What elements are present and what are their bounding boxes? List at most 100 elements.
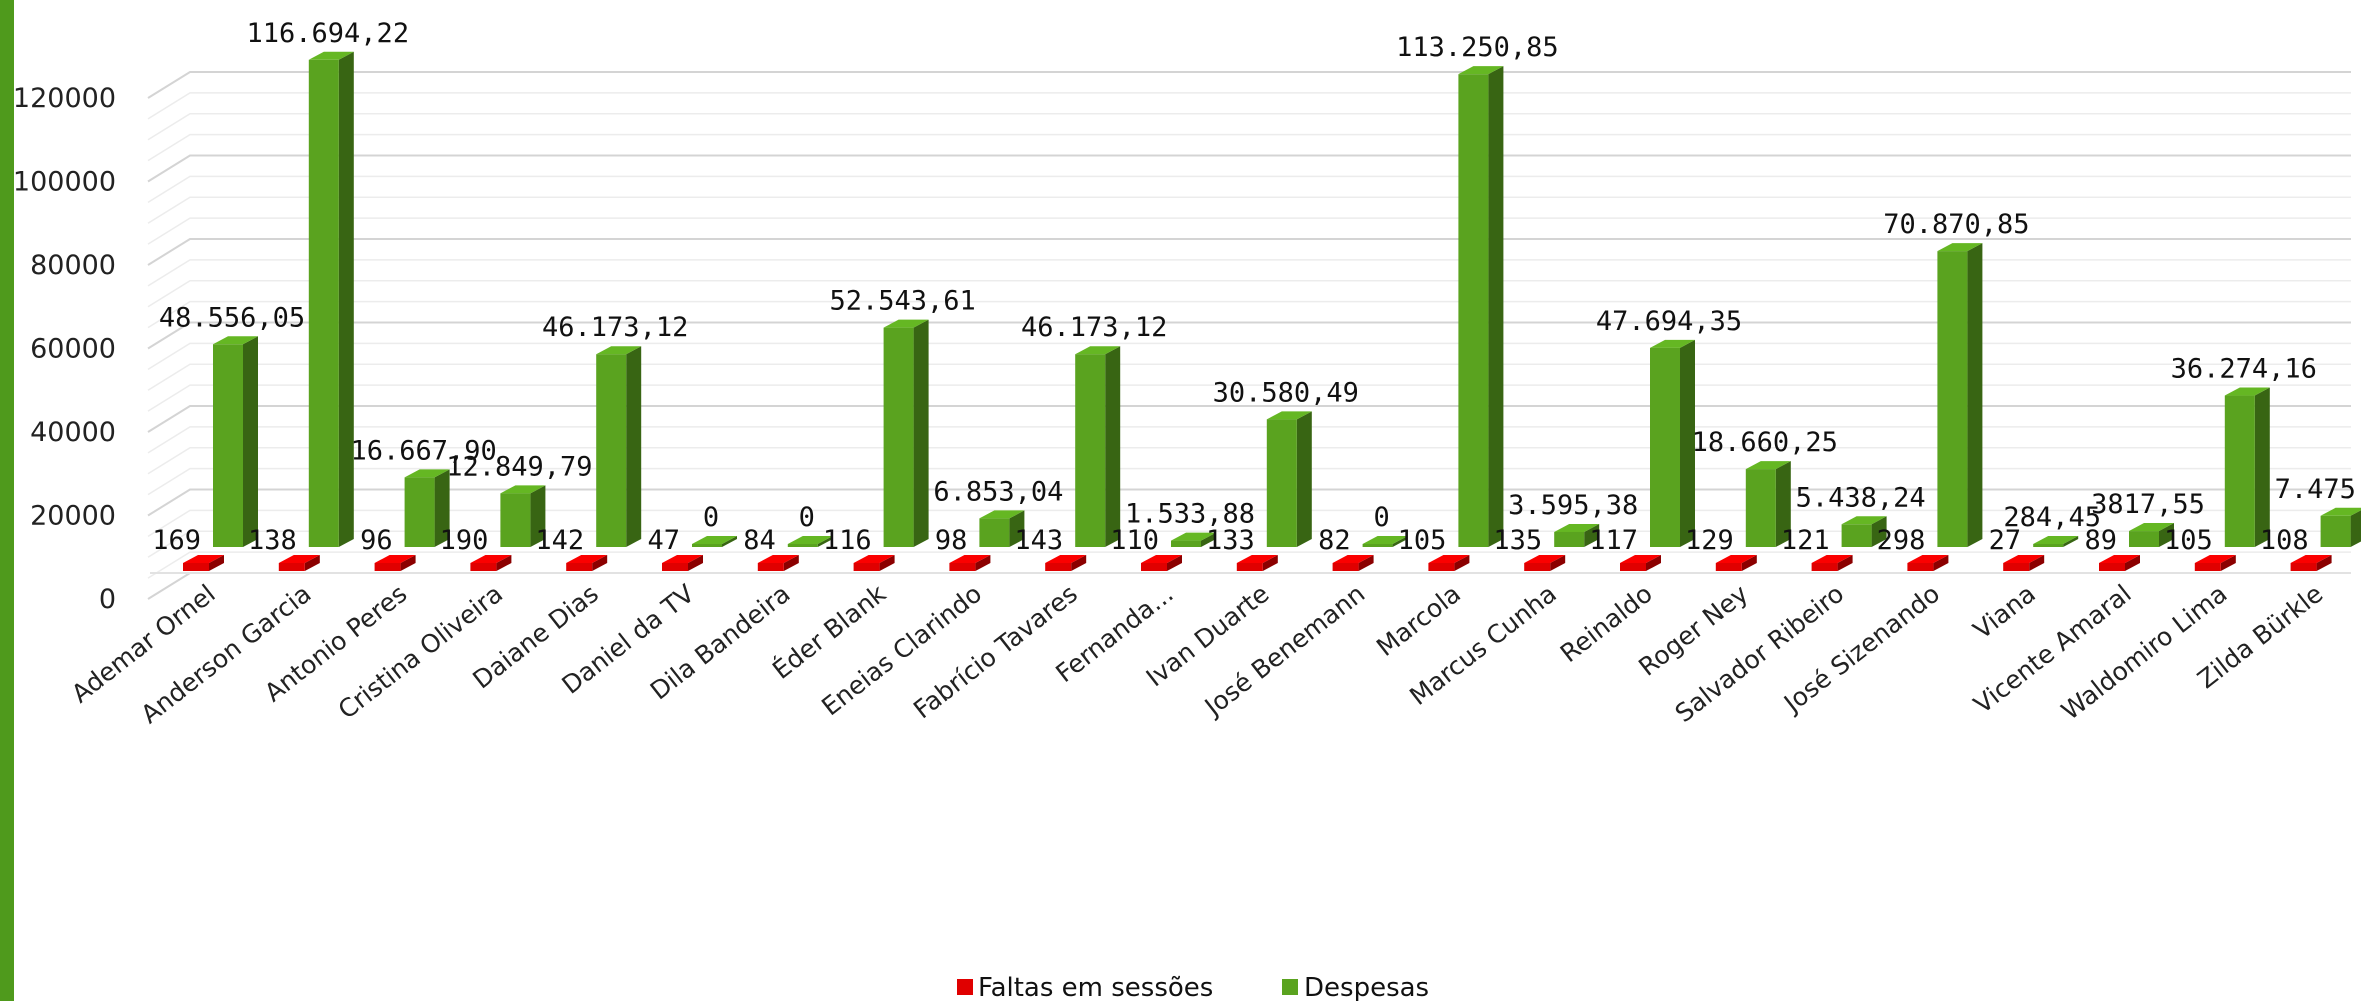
data-label-despesas: 12.849,79 <box>446 451 592 482</box>
bar-faltas <box>566 555 608 571</box>
bar-faltas <box>1045 555 1087 571</box>
bar-faltas <box>2003 555 2045 571</box>
bar-despesas <box>1937 243 1983 547</box>
gridline <box>147 551 2351 579</box>
data-label-despesas: 113.250,85 <box>1396 32 1559 63</box>
y-tick-label: 20000 <box>30 501 116 532</box>
gridline <box>147 133 2351 162</box>
gridlines <box>147 71 2351 600</box>
gridline <box>147 300 2351 329</box>
data-label-faltas: 169 <box>152 525 201 556</box>
x-tick-label: Anderson Garcia <box>135 579 316 729</box>
x-tick-label: Fabrício Tavares <box>908 579 1083 724</box>
bar-faltas <box>1524 555 1566 571</box>
gridline <box>147 154 2351 183</box>
data-label-faltas: 298 <box>1877 525 1926 556</box>
data-label-faltas: 116 <box>823 525 872 556</box>
y-tick-label: 100000 <box>13 167 116 198</box>
data-label-despesas: 46.173,12 <box>1021 312 1167 343</box>
x-tick-label: Waldomiro Lima <box>2056 579 2233 726</box>
gridline <box>147 113 2351 141</box>
bar-despesas <box>1650 339 1695 547</box>
bar-faltas <box>1811 555 1853 571</box>
bar-faltas <box>1907 555 1949 571</box>
data-label-despesas: 30.580,49 <box>1213 377 1359 408</box>
data-label-faltas: 142 <box>535 525 584 556</box>
data-label-despesas: 3.595,38 <box>1508 490 1638 521</box>
bar-despesas <box>404 469 450 547</box>
gridline <box>147 71 2351 99</box>
bar-despesas <box>1362 536 1408 547</box>
bar-faltas <box>1141 555 1182 571</box>
bar-faltas <box>374 555 416 571</box>
gridline <box>147 259 2351 287</box>
data-label-faltas: 110 <box>1110 525 1159 556</box>
gridline <box>147 363 2351 391</box>
bar-faltas <box>1332 555 1374 571</box>
legend-label-despesas: Despesas <box>1304 973 1429 1001</box>
bar-despesas <box>2320 507 2361 547</box>
data-label-despesas: 16.667,90 <box>350 435 496 466</box>
bar-despesas <box>213 336 258 547</box>
gridline <box>147 405 2351 433</box>
bar-despesas <box>1841 516 1887 547</box>
y-tick-label: 60000 <box>30 334 116 365</box>
data-label-despesas: 5.438,24 <box>1796 482 1926 513</box>
bar-faltas <box>949 555 991 571</box>
bar-despesas <box>2033 536 2079 547</box>
data-label-despesas: 6.853,04 <box>933 476 1063 507</box>
gridline <box>147 196 2351 224</box>
y-axis: 0 20000 40000 60000 80000 100000 120000 <box>13 83 116 615</box>
legend-swatch-faltas <box>957 979 973 995</box>
data-label-faltas: 47 <box>647 525 680 556</box>
data-label-faltas: 143 <box>1014 525 1063 556</box>
data-label-faltas: 121 <box>1781 525 1830 556</box>
x-tick-label: Marcola <box>1371 579 1466 662</box>
bar-despesas <box>692 536 737 547</box>
legend-label-faltas: Faltas em sessões <box>978 973 1213 1001</box>
gridline <box>147 238 2351 266</box>
bar-faltas <box>1715 555 1757 571</box>
data-label-faltas: 190 <box>440 525 489 556</box>
gridline <box>147 321 2351 350</box>
bar-faltas <box>1236 555 1278 571</box>
data-label-faltas: 133 <box>1206 525 1255 556</box>
y-tick-label: 0 <box>99 584 116 615</box>
x-tick-label: Viana <box>1968 579 2041 645</box>
bar-despesas <box>596 346 642 547</box>
data-label-despesas: 116.694,22 <box>247 18 410 49</box>
bar-faltas <box>662 555 703 571</box>
bar-despesas <box>1554 523 1600 547</box>
data-label-despesas: 0 <box>703 502 719 533</box>
data-label-despesas: 3817,55 <box>2091 489 2205 520</box>
data-label-despesas: 7.475,75 <box>2275 474 2361 505</box>
bar-faltas <box>1620 555 1661 571</box>
gridline <box>147 509 2351 538</box>
gridline <box>147 92 2351 120</box>
data-label-despesas: 36.274,16 <box>2171 354 2317 385</box>
gridline <box>147 426 2351 454</box>
gridline <box>147 467 2351 496</box>
data-label-despesas: 18.660,25 <box>1692 427 1838 458</box>
x-tick-label: Eneias Clarindo <box>816 579 987 721</box>
bar-faltas <box>470 555 512 571</box>
x-tick-label: Vicente Amaral <box>1968 579 2136 719</box>
data-label-faltas: 129 <box>1685 525 1734 556</box>
bar-despesas <box>1171 532 1216 547</box>
bar-despesas <box>979 510 1025 547</box>
data-label-despesas: 70.870,85 <box>1883 209 2029 240</box>
y-tick-label: 40000 <box>30 417 116 448</box>
bar-despesas <box>308 51 354 547</box>
x-tick-label: José Sizenando <box>1777 579 1945 719</box>
bar-despesas <box>2129 523 2174 547</box>
data-label-faltas: 96 <box>360 525 393 556</box>
bar-faltas <box>2290 555 2332 571</box>
data-label-faltas: 89 <box>2084 525 2117 556</box>
gridline <box>147 175 2351 204</box>
data-label-faltas: 108 <box>2260 525 2309 556</box>
data-label-faltas: 117 <box>1589 525 1638 556</box>
data-label-despesas: 46.173,12 <box>542 312 688 343</box>
bar-despesas <box>1458 66 1504 547</box>
legend: Faltas em sessões Despesas <box>957 973 1429 1001</box>
